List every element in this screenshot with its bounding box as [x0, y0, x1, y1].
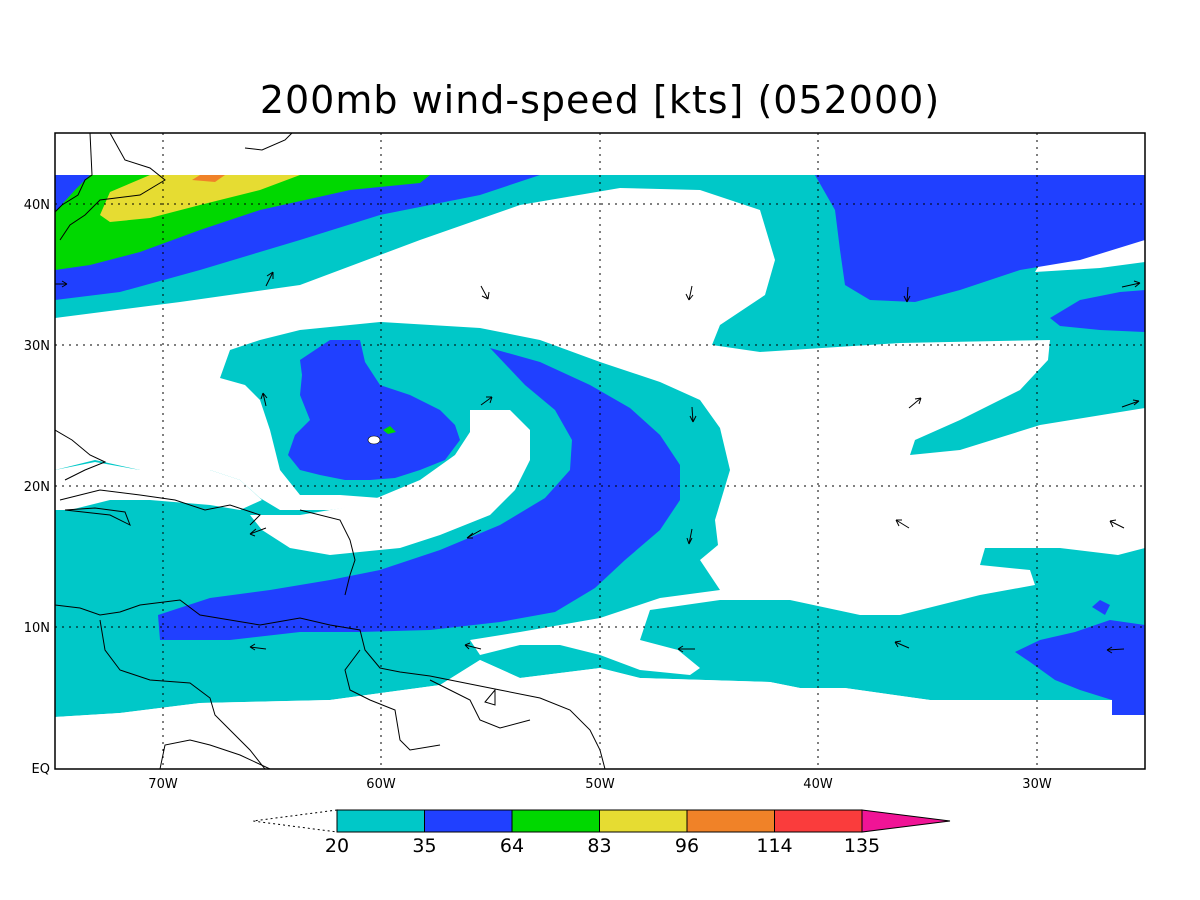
colorbar-above-triangle [861, 809, 951, 833]
blue-region-east [1050, 290, 1145, 332]
chart-title: 200mb wind-speed [kts] (052000) [259, 78, 941, 122]
lat-tick-label: 10N [24, 621, 50, 636]
wind-vectors [55, 271, 1141, 654]
colorbar-label: 35 [412, 835, 436, 857]
blue-region-southeast [1015, 620, 1145, 715]
lon-tick-label: 60W [366, 777, 396, 792]
colorbar-label: 96 [675, 835, 699, 857]
shaded-wind-field [55, 133, 1145, 769]
lon-tick-label: 50W [585, 777, 615, 792]
lat-tick-label: 20N [24, 480, 50, 495]
colorbar-label: 114 [756, 835, 792, 857]
white-region-west-coast [55, 462, 262, 510]
lon-tick-label: 30W [1022, 777, 1052, 792]
blue-region-northeast [815, 175, 1145, 302]
colorbar-swatch [686, 809, 775, 833]
blue-small-cell [1092, 600, 1110, 615]
colorbar-label: 20 [325, 835, 349, 857]
colorbar-label: 135 [844, 835, 880, 857]
latitude-ticks: 40N 30N 20N 10N EQ [24, 198, 50, 777]
colorbar-label: 64 [500, 835, 524, 857]
blue-cutoff-low [288, 340, 460, 480]
yellow-jet-core [100, 175, 300, 222]
blue-arc-jet [158, 348, 680, 640]
colorbar-swatch [511, 809, 600, 833]
lat-tick-label: 40N [24, 198, 50, 213]
map-frame [54, 132, 1146, 770]
colorbar-swatch [599, 809, 688, 833]
colorbar-swatch [336, 809, 425, 833]
colorbar-swatch [424, 809, 513, 833]
lon-tick-label: 70W [148, 777, 178, 792]
orange-jet-max [192, 175, 225, 182]
coastlines [55, 133, 606, 769]
white-swirl-inner [250, 410, 530, 555]
white-region-central [55, 188, 1145, 675]
green-small-cell [383, 426, 396, 434]
colorbar: 20 35 64 83 96 114 135 [252, 809, 951, 857]
longitude-ticks: 70W 60W 50W 40W 30W [148, 777, 1052, 792]
grid-lines [55, 133, 1145, 769]
lat-tick-label: 30N [24, 339, 50, 354]
colorbar-swatch [774, 809, 863, 833]
colorbar-label: 83 [587, 835, 611, 857]
lon-tick-label: 40W [803, 777, 833, 792]
white-center-cell [367, 435, 381, 445]
colorbar-below-triangle [252, 809, 338, 833]
lat-tick-label: EQ [32, 762, 50, 777]
